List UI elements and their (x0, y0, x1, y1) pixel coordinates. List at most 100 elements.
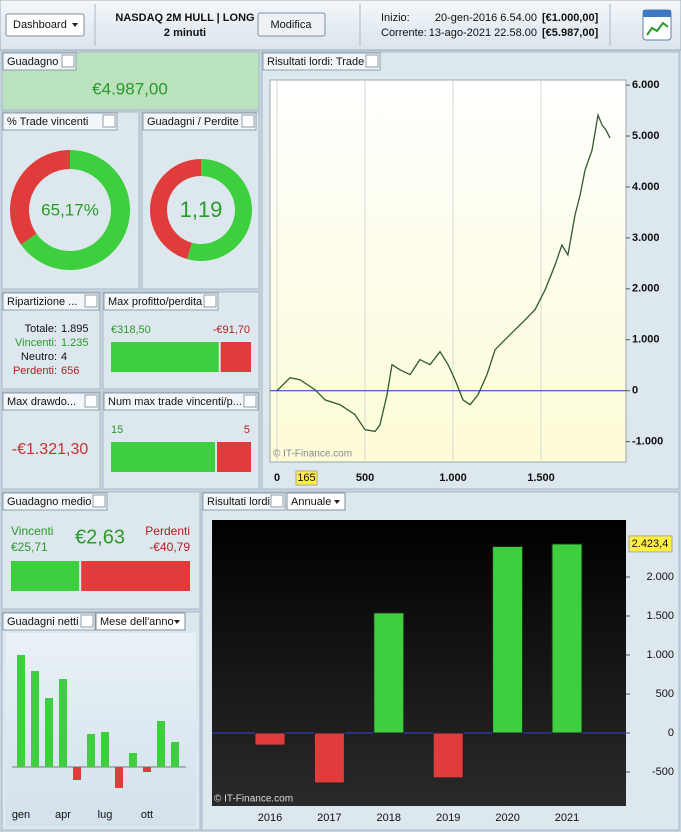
settings-icon[interactable] (241, 114, 255, 128)
panel-title: Guadagni netti (7, 616, 79, 628)
y-tick-label: 3.000 (632, 232, 660, 244)
x-tick-label: 0 (274, 472, 280, 484)
bar (31, 671, 39, 767)
y-tick-label: 4.000 (632, 181, 660, 193)
current-label: Corrente: (381, 27, 427, 39)
panel-title: Num max trade vincenti/p... (108, 396, 242, 408)
panel-tab: % Trade vincenti (2, 112, 118, 131)
settings-icon[interactable] (84, 394, 98, 408)
panel-tab: Guadagno (2, 52, 77, 71)
current-equity: [€5.987,00] (542, 27, 599, 39)
win-rate-value: 65,17% (41, 200, 99, 219)
donut-rest (10, 150, 70, 245)
dashboard-label[interactable]: Dashboard (13, 19, 67, 31)
row-value: 656 (61, 365, 79, 377)
panel-tab: Max profitto/perdita (103, 292, 219, 311)
settings-icon[interactable] (61, 54, 75, 68)
plot-area (269, 79, 627, 463)
bar (171, 742, 179, 767)
bar-positive (11, 561, 80, 591)
x-tick-label: 1.500 (527, 472, 555, 484)
row-label: Vincenti: (15, 337, 57, 349)
panel-tab: Risultati lordi (202, 492, 286, 511)
x-tick-label: 2020 (495, 812, 519, 824)
bar (551, 543, 583, 734)
watermark: © IT-Finance.com (273, 449, 352, 460)
y-tick-label: 500 (656, 688, 674, 700)
row-value: 1.895 (61, 323, 89, 335)
x-tick-label: ott (141, 809, 153, 821)
max-profit: €318,50 (111, 324, 151, 336)
row-label: Perdenti: (13, 365, 57, 377)
bar (157, 721, 165, 767)
bar (73, 767, 81, 780)
dashboard-icon[interactable] (642, 9, 672, 41)
bar-negative (220, 342, 251, 372)
panel-tab: Guadagni netti (2, 612, 96, 631)
bar (143, 767, 151, 772)
panel-title: Guadagno medio (7, 496, 91, 508)
settings-icon[interactable] (84, 294, 98, 308)
y-tick-label: -1.000 (632, 436, 663, 448)
x-tick-label: 2019 (436, 812, 460, 824)
mode-dropdown[interactable]: Annuale (286, 492, 346, 511)
settings-icon[interactable] (80, 614, 94, 628)
panel-title: Risultati lordi: Trade (267, 56, 364, 68)
panel-title: Max drawdo... (7, 396, 76, 408)
win-label: Vincenti (11, 524, 53, 538)
x-tick-label: apr (55, 809, 71, 821)
mode-dropdown[interactable]: Mese dell'anno (95, 612, 186, 631)
settings-icon[interactable] (243, 394, 257, 408)
bar (115, 767, 123, 788)
loss-label: Perdenti (145, 524, 190, 538)
row-label: Neutro: (21, 351, 57, 363)
y-tick-label: 5.000 (632, 130, 660, 142)
bar-positive (111, 342, 219, 372)
dashboard-button[interactable]: Dashboard (5, 13, 85, 37)
y-tick-label: 6.000 (632, 79, 660, 91)
max-wins: 15 (111, 424, 123, 436)
cursor-box (295, 470, 318, 486)
y-tick-label: 1.500 (646, 610, 674, 622)
settings-icon[interactable] (270, 494, 284, 508)
panel-title: Guadagno (7, 56, 58, 68)
bar-positive (111, 442, 215, 472)
max-loss: -€91,70 (213, 324, 250, 336)
bar (492, 546, 524, 734)
row-value: 4 (61, 351, 67, 363)
panel-title: % Trade vincenti (7, 116, 88, 128)
edit-label[interactable]: Modifica (271, 19, 313, 31)
drawdown-value: -€1.321,30 (12, 441, 89, 458)
avg-win: €25,71 (11, 540, 48, 554)
strategy-title: NASDAQ 2M HULL | LONG (115, 12, 254, 24)
panel-tab: Risultati lordi: Trade (262, 52, 381, 71)
bar (432, 732, 464, 779)
settings-icon[interactable] (102, 114, 116, 128)
value-label: 2.423,4 (632, 538, 669, 550)
dropdown-label[interactable]: Annuale (291, 496, 331, 508)
cursor-label: 165 (297, 472, 315, 484)
settings-icon[interactable] (203, 294, 217, 308)
dropdown-label[interactable]: Mese dell'anno (100, 616, 174, 628)
start-date: 20-gen-2016 6.54.00 (435, 12, 537, 24)
x-tick-label: 2017 (317, 812, 341, 824)
row-value: 1.235 (61, 337, 89, 349)
edit-button[interactable]: Modifica (257, 12, 326, 37)
y-tick-label: -500 (652, 766, 674, 778)
row-label: Totale: (25, 323, 57, 335)
settings-icon[interactable] (365, 54, 379, 68)
settings-icon[interactable] (92, 494, 106, 508)
bar (254, 732, 286, 746)
avg-loss: -€40,79 (149, 540, 190, 554)
y-tick-label: 2.000 (632, 283, 660, 295)
panel-title: Max profitto/perdita (108, 296, 203, 308)
donut-arc (187, 159, 253, 261)
strategy-subtitle: 2 minuti (164, 27, 206, 39)
x-tick-label: 2016 (258, 812, 282, 824)
bar (59, 679, 67, 767)
watermark: © IT-Finance.com (214, 794, 293, 805)
x-tick-label: lug (98, 809, 113, 821)
bar (129, 753, 137, 767)
y-tick-label: 0 (632, 385, 638, 397)
